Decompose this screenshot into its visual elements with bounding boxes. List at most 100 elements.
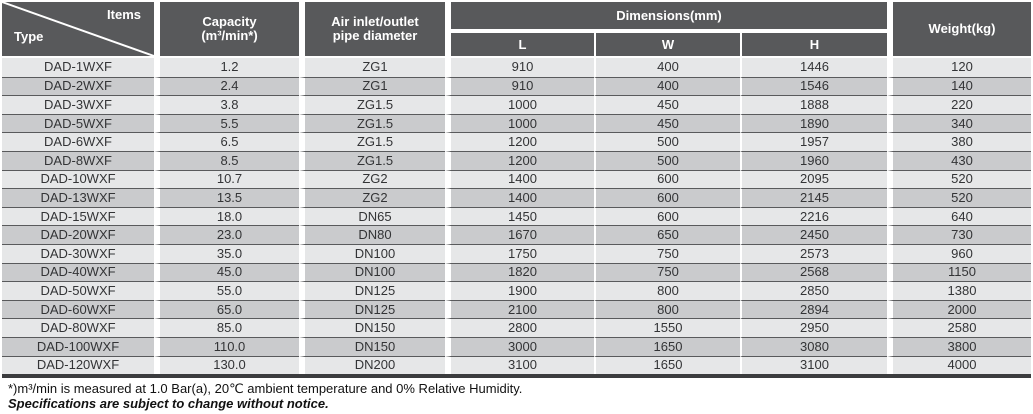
header-weight: Weight(kg): [887, 2, 1031, 58]
cell-pipe: DN100: [299, 243, 445, 263]
cell-weight: 1150: [887, 262, 1031, 282]
diagonal-line: [2, 2, 154, 56]
table-row: DAD-100WXF 110.0 DN150 3000 1650 3080 3800: [2, 336, 1031, 356]
cell-type: DAD-20WXF: [2, 225, 154, 244]
cell-w: 600: [594, 169, 740, 189]
cell-l: 1450: [445, 206, 594, 226]
cell-h: 1957: [740, 132, 887, 151]
cell-pipe: DN65: [299, 206, 445, 226]
cell-l: 1400: [445, 188, 594, 207]
table-row: DAD-3WXF 3.8 ZG1.5 1000 450 1888 220: [2, 95, 1031, 114]
table-row: DAD-6WXF 6.5 ZG1.5 1200 500 1957 380: [2, 132, 1031, 151]
cell-l: 1000: [445, 113, 594, 133]
header-capacity-line1: Capacity: [202, 14, 257, 29]
cell-capacity: 10.7: [154, 169, 299, 189]
cell-h: 2568: [740, 262, 887, 282]
table-row: DAD-13WXF 13.5 ZG2 1400 600 2145 520: [2, 188, 1031, 207]
table-header: Items Type Capacity (m³/min*) Air inlet/…: [2, 2, 1031, 58]
cell-pipe: ZG2: [299, 188, 445, 207]
cell-type: DAD-6WXF: [2, 132, 154, 151]
cell-weight: 520: [887, 188, 1031, 207]
footnote-disclaimer: Specifications are subject to change wit…: [8, 396, 329, 412]
cell-pipe: ZG2: [299, 169, 445, 189]
table-row: DAD-30WXF 35.0 DN100 1750 750 2573 960: [2, 243, 1031, 263]
cell-l: 910: [445, 58, 594, 77]
cell-type: DAD-2WXF: [2, 76, 154, 96]
cell-l: 1000: [445, 95, 594, 114]
footnotes: *)m³/min is measured at 1.0 Bar(a), 20℃ …: [2, 378, 1033, 411]
diagonal-split-cell: Items Type: [2, 2, 154, 56]
cell-w: 800: [594, 299, 740, 319]
cell-h: 1960: [740, 150, 887, 170]
table-row: DAD-2WXF 2.4 ZG1 910 400 1546 140: [2, 76, 1031, 96]
table-body: DAD-1WXF 1.2 ZG1 910 400 1446 120 DAD-2WXF 2.4 ZG…: [2, 58, 1031, 375]
cell-capacity: 35.0: [154, 243, 299, 263]
cell-l: 1900: [445, 281, 594, 300]
table-row: DAD-40WXF 45.0 DN100 1820 750 2568 1150: [2, 262, 1031, 282]
cell-l: 910: [445, 76, 594, 96]
cell-weight: 220: [887, 95, 1031, 114]
cell-weight: 380: [887, 132, 1031, 151]
cell-capacity: 110.0: [154, 336, 299, 356]
table-row: DAD-60WXF 65.0 DN125 2100 800 2894 2000: [2, 299, 1031, 319]
cell-h: 1546: [740, 76, 887, 96]
cell-l: 1820: [445, 262, 594, 282]
cell-w: 1550: [594, 318, 740, 337]
header-dimensions: Dimensions(mm): [445, 2, 887, 32]
cell-type: DAD-5WXF: [2, 113, 154, 133]
header-pipe-diameter: Air inlet/outlet pipe diameter: [299, 2, 445, 58]
cell-weight: 120: [887, 58, 1031, 77]
cell-h: 2573: [740, 243, 887, 263]
cell-pipe: DN150: [299, 318, 445, 337]
cell-h: 2950: [740, 318, 887, 337]
table-row: DAD-10WXF 10.7 ZG2 1400 600 2095 520: [2, 169, 1031, 189]
header-dim-l: L: [445, 31, 594, 58]
cell-pipe: DN125: [299, 281, 445, 300]
cell-pipe: ZG1: [299, 58, 445, 77]
cell-weight: 4000: [887, 355, 1031, 375]
header-type-label: Type: [14, 29, 44, 44]
header-pipe-line1: Air inlet/outlet: [331, 14, 419, 29]
table-row: DAD-20WXF 23.0 DN80 1670 650 2450 730: [2, 225, 1031, 244]
cell-w: 450: [594, 113, 740, 133]
cell-weight: 140: [887, 76, 1031, 96]
header-items-label: Items: [107, 7, 141, 22]
header-dim-h: H: [740, 31, 887, 58]
table-row: DAD-1WXF 1.2 ZG1 910 400 1446 120: [2, 58, 1031, 77]
cell-type: DAD-13WXF: [2, 188, 154, 207]
cell-l: 3000: [445, 336, 594, 356]
cell-w: 400: [594, 76, 740, 96]
cell-l: 3100: [445, 355, 594, 375]
cell-capacity: 6.5: [154, 132, 299, 151]
cell-pipe: ZG1.5: [299, 113, 445, 133]
cell-w: 450: [594, 95, 740, 114]
cell-type: DAD-1WXF: [2, 58, 154, 77]
cell-capacity: 130.0: [154, 355, 299, 375]
cell-pipe: DN200: [299, 355, 445, 375]
cell-pipe: ZG1.5: [299, 132, 445, 151]
cell-h: 1446: [740, 58, 887, 77]
cell-l: 1670: [445, 225, 594, 244]
cell-pipe: DN80: [299, 225, 445, 244]
cell-weight: 2580: [887, 318, 1031, 337]
cell-h: 1888: [740, 95, 887, 114]
cell-h: 2894: [740, 299, 887, 319]
cell-type: DAD-10WXF: [2, 169, 154, 189]
table-row: DAD-80WXF 85.0 DN150 2800 1550 2950 2580: [2, 318, 1031, 337]
cell-w: 500: [594, 150, 740, 170]
cell-l: 2100: [445, 299, 594, 319]
cell-weight: 2000: [887, 299, 1031, 319]
cell-type: DAD-120WXF: [2, 355, 154, 375]
cell-type: DAD-40WXF: [2, 262, 154, 282]
cell-l: 2800: [445, 318, 594, 337]
cell-h: 3080: [740, 336, 887, 356]
cell-w: 800: [594, 281, 740, 300]
cell-capacity: 3.8: [154, 95, 299, 114]
cell-type: DAD-15WXF: [2, 206, 154, 226]
cell-pipe: DN125: [299, 299, 445, 319]
cell-l: 1750: [445, 243, 594, 263]
cell-capacity: 85.0: [154, 318, 299, 337]
cell-w: 1650: [594, 355, 740, 375]
cell-capacity: 45.0: [154, 262, 299, 282]
